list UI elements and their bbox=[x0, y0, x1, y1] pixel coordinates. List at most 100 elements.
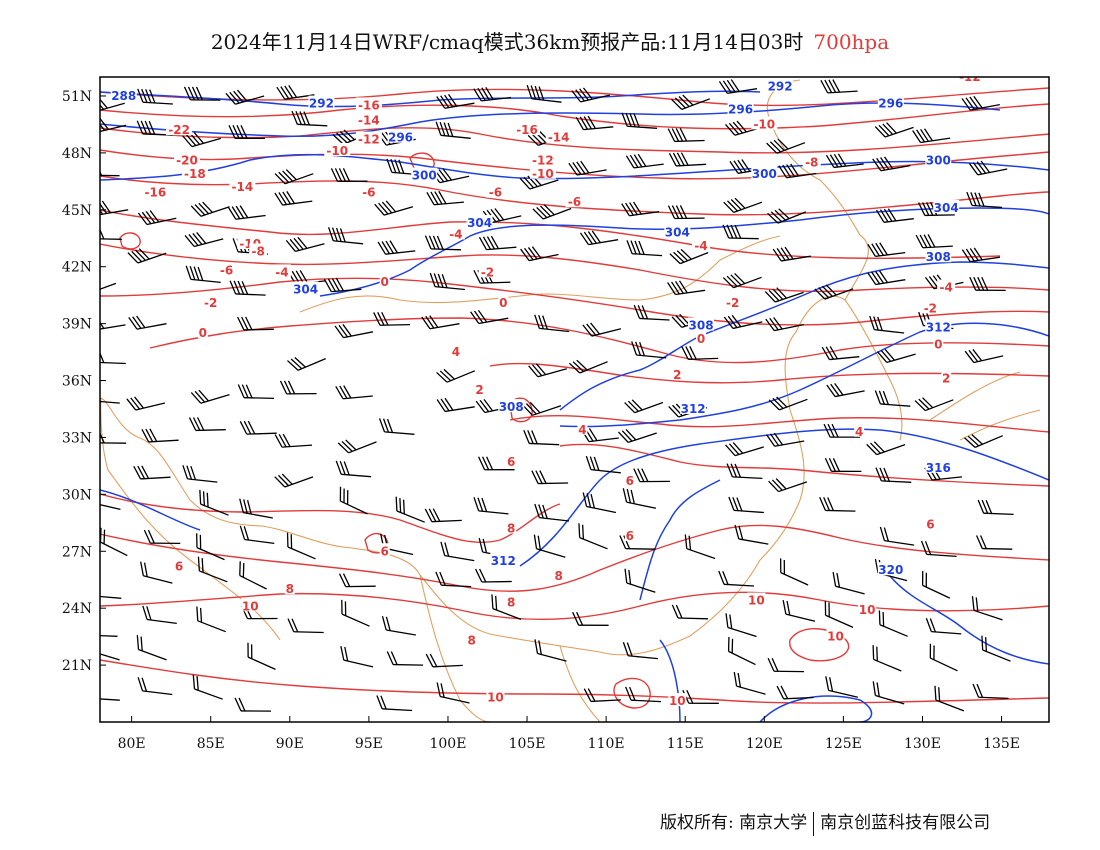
wind-barb bbox=[874, 122, 914, 138]
wind-barb bbox=[291, 110, 328, 127]
temperature-contour bbox=[149, 317, 1049, 364]
temperature-label: 6 bbox=[175, 559, 183, 573]
temperature-label: 0 bbox=[697, 332, 705, 346]
wind-barb bbox=[100, 200, 129, 216]
height-contour bbox=[889, 575, 1049, 665]
height-label-bg bbox=[490, 552, 517, 566]
temperature-label: -4 bbox=[940, 281, 953, 295]
wind-barb bbox=[228, 125, 265, 139]
wind-barb bbox=[183, 86, 221, 101]
temperature-label: 10 bbox=[487, 690, 504, 704]
temperature-label-bg bbox=[668, 693, 687, 707]
wind-barb bbox=[100, 697, 120, 701]
temperature-label: 8 bbox=[286, 582, 294, 596]
temperature-label: -6 bbox=[220, 264, 233, 278]
wind-barb bbox=[768, 478, 808, 493]
temperature-label: -10 bbox=[326, 144, 348, 158]
wind-barb bbox=[341, 599, 370, 627]
wind-barb bbox=[619, 535, 656, 550]
wind-barb bbox=[725, 442, 764, 457]
lon-tick-label: 100E bbox=[429, 736, 466, 752]
temperature-label-bg bbox=[514, 122, 541, 136]
temperature-label-bg bbox=[506, 594, 517, 608]
wind-barb bbox=[227, 205, 266, 220]
wind-barb bbox=[765, 317, 804, 332]
wind-barb bbox=[824, 458, 862, 473]
temperature-label-bg bbox=[506, 454, 517, 468]
temperature-label: -10 bbox=[753, 117, 775, 131]
wind-barb bbox=[878, 610, 908, 637]
temperature-label: 10 bbox=[748, 594, 765, 608]
wind-barb bbox=[532, 204, 572, 220]
height-label: 292 bbox=[768, 79, 793, 93]
wind-barb bbox=[722, 224, 759, 240]
wind-barb bbox=[934, 685, 965, 712]
temperature-label-bg bbox=[181, 165, 208, 179]
wind-barb bbox=[523, 429, 560, 446]
temperature-label-bg bbox=[324, 142, 351, 156]
wind-barb bbox=[136, 635, 167, 661]
temperature-label: 8 bbox=[507, 522, 515, 536]
temperature-label-bg bbox=[229, 179, 256, 193]
temperature-label-bg bbox=[941, 370, 952, 384]
height-contour bbox=[319, 207, 1049, 297]
wind-barb bbox=[100, 650, 120, 661]
height-label: 288 bbox=[111, 89, 136, 103]
wind-barbs bbox=[100, 79, 1014, 712]
wind-barb bbox=[196, 606, 226, 633]
wind-barb bbox=[874, 390, 911, 407]
wind-barb bbox=[237, 316, 274, 331]
wind-barb bbox=[972, 683, 1009, 700]
lat-tick-label: 33N bbox=[62, 430, 92, 446]
temperature-label: -8 bbox=[251, 245, 264, 259]
temperature-contour bbox=[100, 103, 1049, 130]
temperature-label-bg bbox=[478, 264, 497, 278]
height-label-bg bbox=[751, 165, 778, 179]
wind-barb bbox=[872, 156, 911, 172]
height-contour bbox=[759, 695, 873, 722]
temperature-contour bbox=[559, 443, 1049, 487]
wind-barb bbox=[425, 653, 463, 668]
temperature-label-bg bbox=[355, 131, 382, 145]
wind-barb bbox=[100, 501, 121, 511]
temperature-label: 4 bbox=[855, 425, 863, 439]
wind-barb bbox=[633, 304, 670, 321]
height-label: 300 bbox=[752, 167, 777, 181]
wind-barb bbox=[869, 315, 905, 334]
height-label: 304 bbox=[665, 226, 690, 240]
temperature-label: 6 bbox=[926, 518, 934, 532]
temperature-contour bbox=[100, 127, 1049, 154]
temperature-contour bbox=[100, 243, 1049, 293]
wind-barb bbox=[726, 463, 763, 480]
temperature-label-bg bbox=[498, 294, 509, 308]
southeast-asia-border bbox=[419, 574, 601, 722]
wind-barb bbox=[582, 322, 622, 337]
wind-barb bbox=[192, 674, 223, 700]
wind-barb bbox=[100, 349, 126, 365]
temperature-label-bg bbox=[553, 567, 564, 581]
wind-barb bbox=[519, 174, 559, 190]
copyright-owner: 版权所有: 南京大学 bbox=[660, 813, 808, 833]
temperature-label: 6 bbox=[626, 474, 634, 488]
wind-barb bbox=[386, 158, 422, 176]
wind-barb bbox=[100, 595, 122, 599]
temperature-label-bg bbox=[802, 154, 821, 168]
wind-barb bbox=[579, 230, 619, 246]
lat-tick-label: 42N bbox=[62, 260, 92, 276]
wind-barb bbox=[975, 535, 1013, 550]
height-label-bg bbox=[767, 78, 794, 92]
wind-barb bbox=[190, 389, 230, 404]
wind-barb bbox=[875, 208, 914, 223]
wind-barb bbox=[778, 163, 817, 179]
temperature-label-bg bbox=[166, 122, 193, 136]
wind-barb bbox=[622, 642, 659, 660]
wind-barb bbox=[826, 383, 865, 398]
map-frame bbox=[99, 76, 1050, 723]
wind-barb bbox=[767, 208, 807, 224]
wind-barb bbox=[625, 686, 662, 703]
wind-barb bbox=[722, 272, 762, 289]
wind-barb bbox=[621, 201, 660, 217]
wind-barb bbox=[531, 470, 569, 485]
lon-tick-label: 85E bbox=[197, 736, 225, 752]
